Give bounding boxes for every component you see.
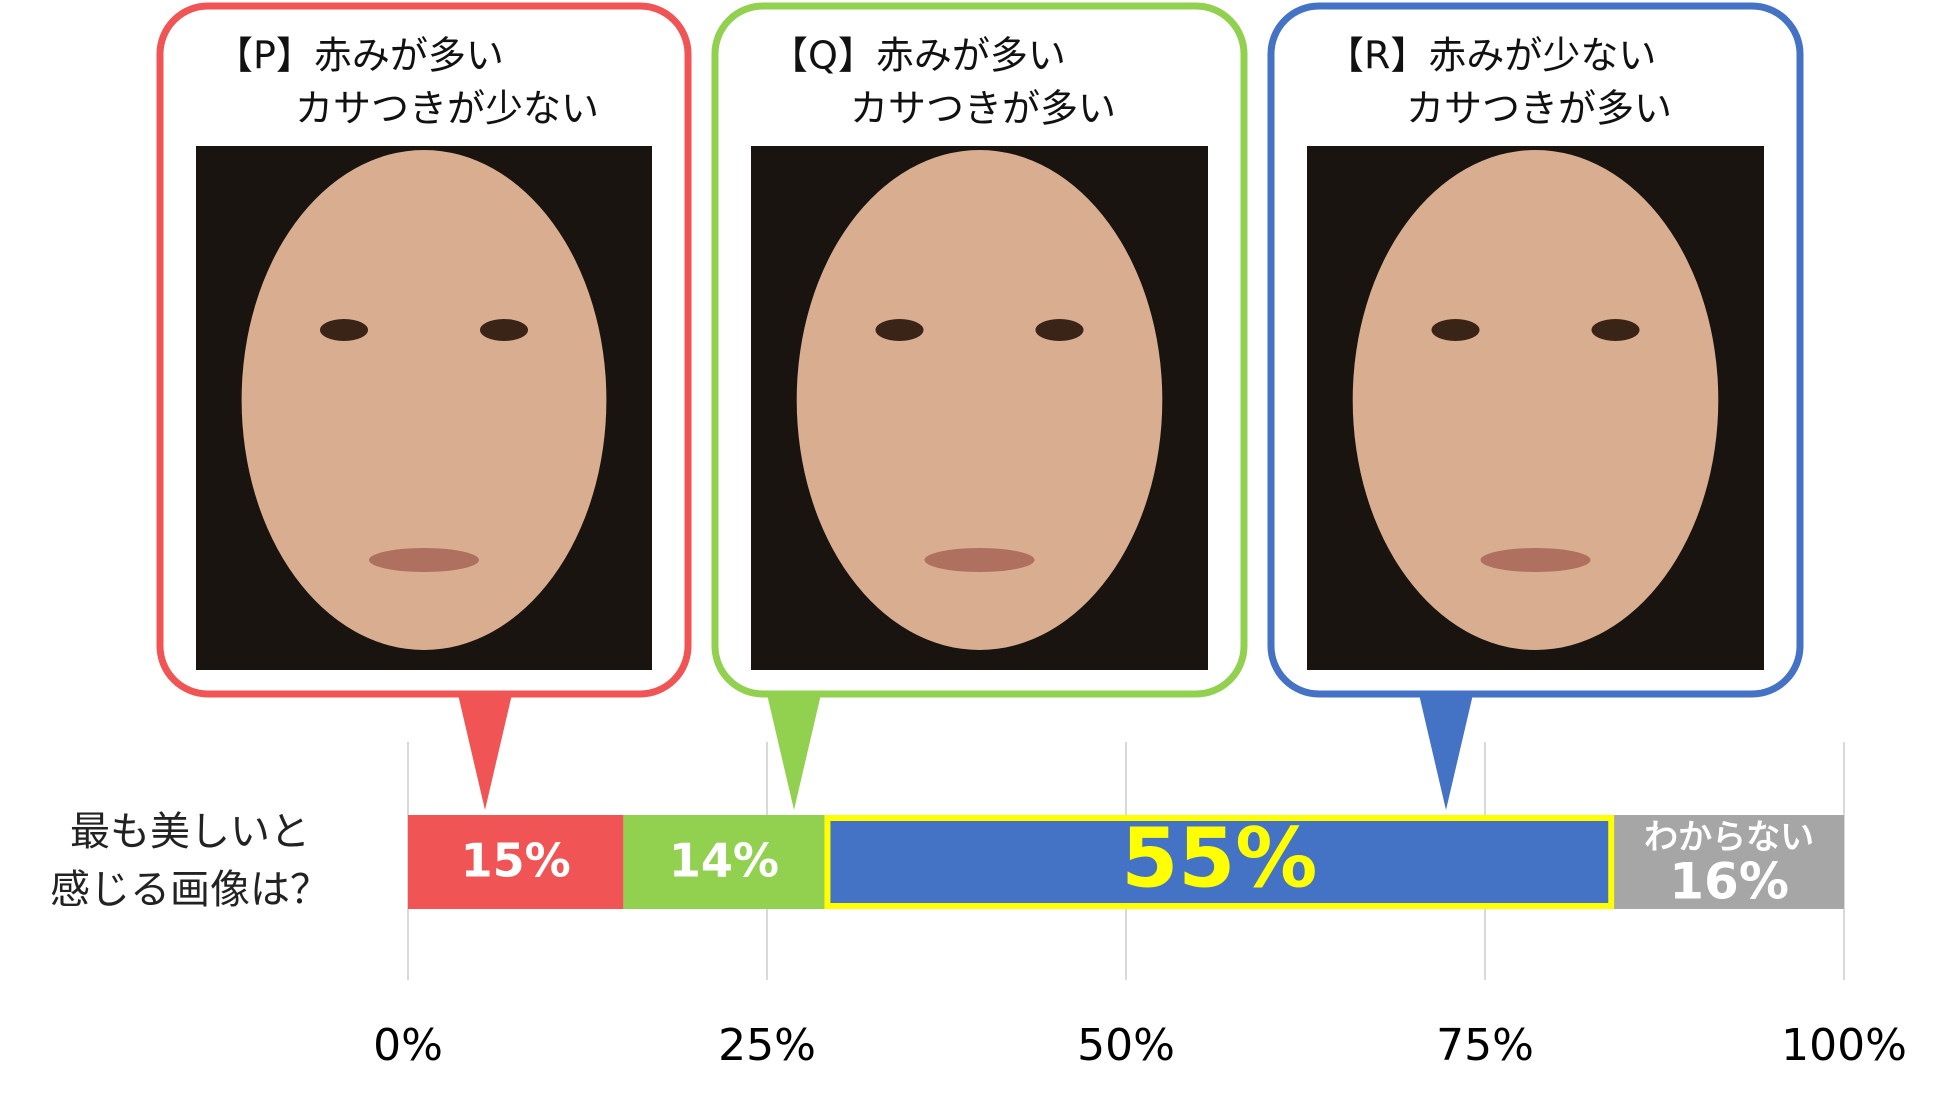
photo-eye — [480, 319, 528, 341]
callout-pointer — [457, 690, 513, 810]
callout-subtitle: カサつきが多い — [1406, 87, 1672, 131]
callout-subtitle: カサつきが少ない — [295, 87, 599, 131]
photo-face — [241, 150, 607, 650]
photo-mouth — [1480, 548, 1591, 572]
photo-eye — [875, 319, 924, 341]
photo-face — [796, 150, 1163, 650]
bar-segment — [1614, 815, 1844, 909]
photo-eye — [1035, 319, 1084, 341]
callout-pointer — [1418, 690, 1474, 810]
callout-title: 【Q】赤みが多い — [770, 34, 1066, 78]
photo-eye — [1591, 319, 1640, 341]
photo-face — [1352, 150, 1719, 650]
photo-eye — [1431, 319, 1480, 341]
category-label: 最も美しいと — [70, 809, 310, 855]
bar-segment — [824, 815, 1615, 909]
segment-name: わからない — [1644, 818, 1814, 858]
photo-mouth — [369, 548, 479, 572]
callout-subtitle: カサつきが多い — [850, 87, 1116, 131]
photo-mouth — [924, 548, 1035, 572]
x-tick-label: 50% — [1077, 1020, 1175, 1071]
value-label: 14% — [669, 834, 779, 888]
value-label: 15% — [461, 834, 571, 888]
callout-title: 【R】赤みが少ない — [1326, 34, 1656, 78]
x-tick-label: 25% — [718, 1020, 816, 1071]
photo-eye — [320, 319, 368, 341]
value-label: 55% — [1121, 811, 1317, 906]
highlight-border — [824, 815, 1615, 909]
x-tick-label: 0% — [373, 1020, 443, 1071]
callout-title: 【P】赤みが多い — [215, 34, 504, 78]
callout-pointer — [766, 690, 822, 810]
bar-segment — [623, 815, 825, 909]
value-label: 16% — [1669, 853, 1789, 911]
x-tick-label: 100% — [1781, 1020, 1907, 1071]
bar-segment — [408, 815, 624, 909]
x-tick-label: 75% — [1436, 1020, 1534, 1071]
category-label: 感じる画像は？ — [50, 867, 330, 913]
